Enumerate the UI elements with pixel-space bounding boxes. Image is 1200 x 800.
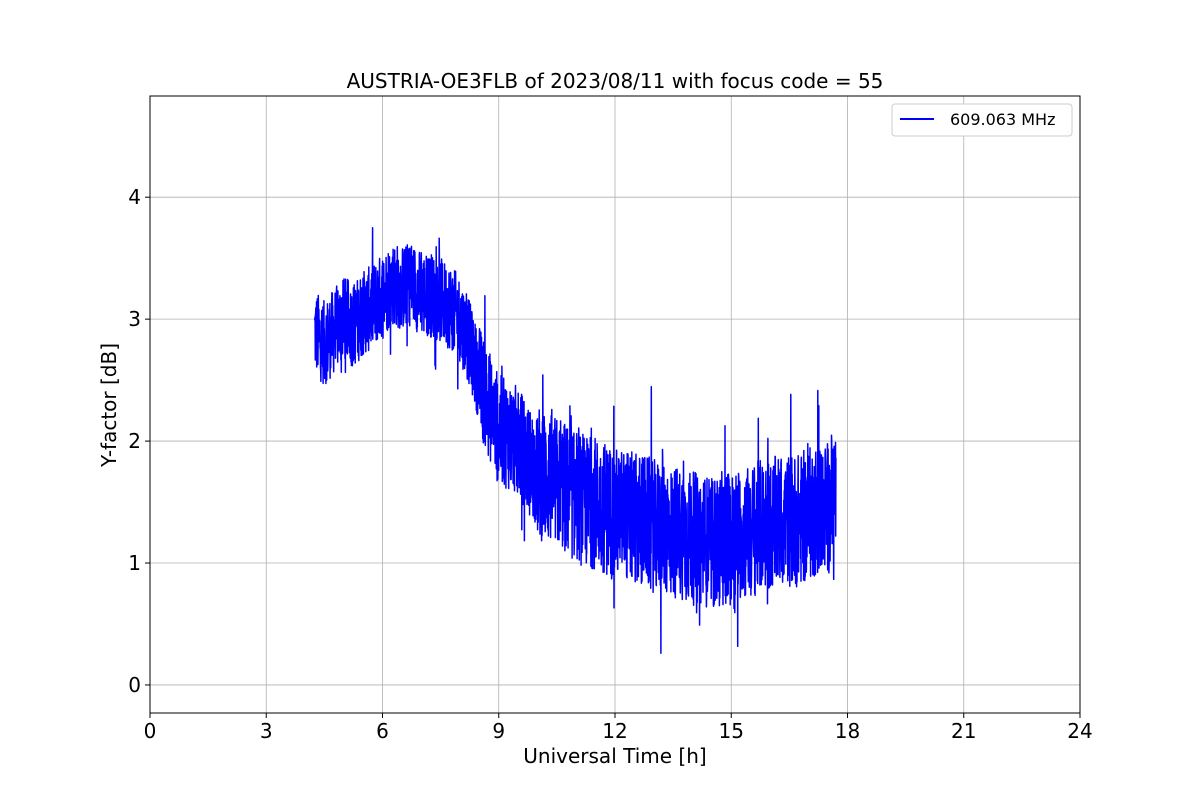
x-tick-label: 18 (835, 719, 860, 743)
series-layer (313, 226, 837, 655)
x-tick-label: 12 (602, 719, 627, 743)
x-tick-label: 6 (376, 719, 389, 743)
y-tick-label: 1 (128, 551, 141, 575)
y-tick-label: 3 (128, 307, 141, 331)
legend: 609.063 MHz (891, 103, 1073, 137)
series-line-0 (313, 226, 837, 655)
y-tick-label: 4 (128, 185, 141, 209)
x-tick-label: 9 (492, 719, 505, 743)
y-tick-label: 0 (128, 673, 141, 697)
y-axis-ticks: 0 1 2 3 4 (128, 185, 150, 697)
y-tick-label: 2 (128, 429, 141, 453)
legend-label: 609.063 MHz (950, 110, 1055, 129)
x-tick-label: 3 (260, 719, 273, 743)
x-axis-ticks: 0 3 6 9 12 15 18 21 24 (144, 713, 1093, 743)
x-tick-label: 0 (144, 719, 157, 743)
legend-box (891, 103, 1073, 137)
x-tick-label: 24 (1067, 719, 1092, 743)
x-axis-label: Universal Time [h] (523, 744, 706, 768)
x-tick-label: 15 (719, 719, 744, 743)
x-tick-label: 21 (951, 719, 976, 743)
y-axis-label: Y-factor [dB] (97, 343, 121, 468)
chart-title: AUSTRIA-OE3FLB of 2023/08/11 with focus … (347, 69, 884, 93)
